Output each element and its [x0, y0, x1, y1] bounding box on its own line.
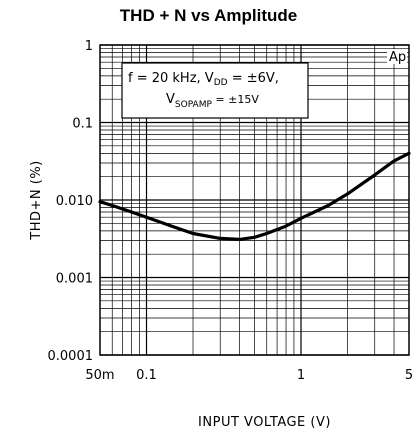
ap-watermark-box [387, 49, 407, 64]
x-tick-label: 50m [85, 368, 114, 383]
plot-frame [99, 44, 410, 356]
y-tick-label: 1 [85, 39, 93, 54]
x-axis-label: INPUT VOLTAGE (V) [198, 415, 331, 430]
y-tick-label: 0.1 [72, 117, 93, 132]
x-tick-label: 5 [405, 368, 413, 383]
y-axis-label: THD+N (%) [29, 160, 44, 240]
series-line [98, 151, 411, 241]
y-tick-label: 0.0001 [48, 349, 94, 364]
ap-watermark: Ap [389, 50, 406, 65]
chart-title: THD + N vs Amplitude [119, 6, 298, 25]
x-tick-label: 1 [297, 368, 305, 383]
x-tick-labels: 50m 0.1 1 5 [85, 368, 413, 383]
annotation-line-2: VSOPAMP = ±15V [166, 92, 259, 110]
x-tick-label: 0.1 [136, 368, 157, 383]
annotation-line-1: f = 20 kHz, VDD = ±6V, [128, 71, 279, 88]
series-layer [98, 151, 411, 241]
annotation-box [121, 62, 309, 119]
y-tick-label: 0.010 [56, 194, 93, 209]
y-tick-labels: 1 0.1 0.010 0.001 0.0001 [48, 39, 94, 364]
y-tick-label: 0.001 [56, 272, 93, 287]
